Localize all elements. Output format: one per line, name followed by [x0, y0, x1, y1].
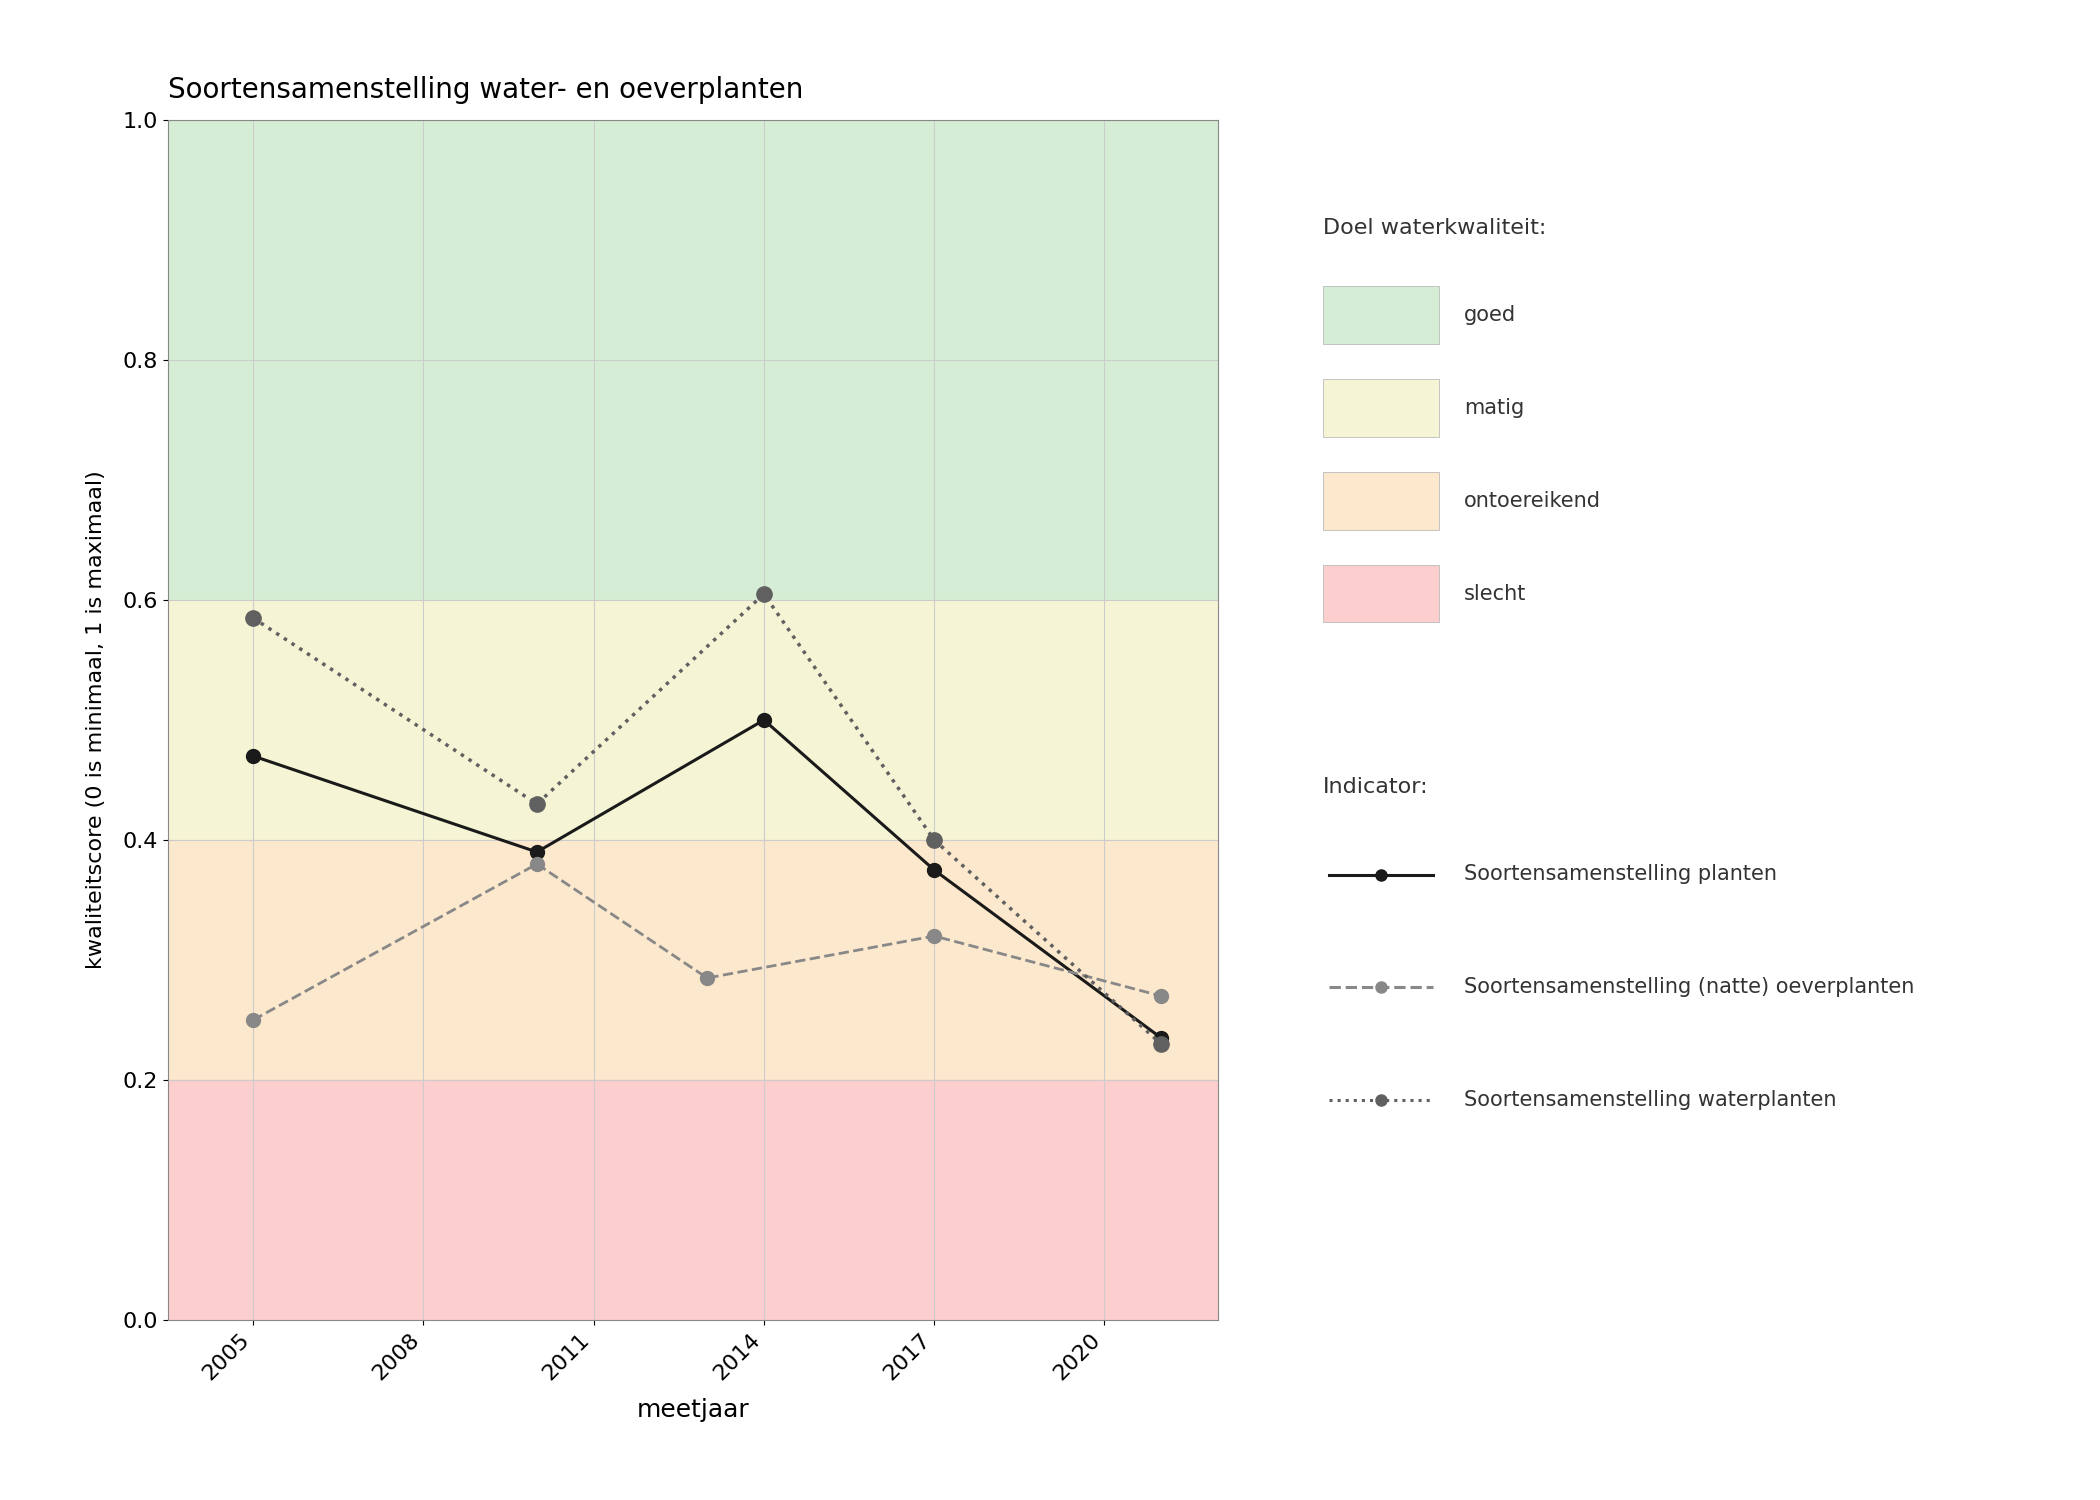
Text: Indicator:: Indicator: — [1323, 777, 1428, 796]
Text: Soortensamenstelling planten: Soortensamenstelling planten — [1464, 864, 1777, 885]
Text: Soortensamenstelling (natte) oeverplanten: Soortensamenstelling (natte) oeverplante… — [1464, 976, 1913, 998]
Text: slecht: slecht — [1464, 584, 1527, 604]
Bar — [168, 600, 1218, 840]
Text: ontoereikend: ontoereikend — [1464, 490, 1600, 512]
Bar — [168, 1080, 1218, 1320]
Y-axis label: kwaliteitscore (0 is minimaal, 1 is maximaal): kwaliteitscore (0 is minimaal, 1 is maxi… — [86, 471, 107, 969]
Bar — [168, 120, 1218, 600]
Bar — [168, 840, 1218, 1080]
Text: goed: goed — [1464, 304, 1516, 326]
Text: matig: matig — [1464, 398, 1525, 418]
Text: Doel waterkwaliteit:: Doel waterkwaliteit: — [1323, 217, 1546, 237]
Text: Soortensamenstelling water- en oeverplanten: Soortensamenstelling water- en oeverplan… — [168, 76, 804, 104]
X-axis label: meetjaar: meetjaar — [636, 1398, 750, 1422]
Text: Soortensamenstelling waterplanten: Soortensamenstelling waterplanten — [1464, 1089, 1835, 1110]
